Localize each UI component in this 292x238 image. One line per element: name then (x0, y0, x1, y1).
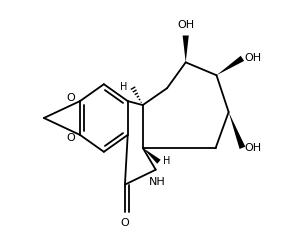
Text: OH: OH (245, 143, 262, 153)
Text: OH: OH (177, 20, 194, 30)
Text: O: O (121, 218, 129, 228)
Text: H: H (163, 156, 170, 166)
Polygon shape (229, 112, 245, 149)
Text: O: O (66, 93, 75, 103)
Polygon shape (182, 35, 189, 62)
Polygon shape (216, 56, 244, 75)
Text: H: H (120, 82, 127, 92)
Text: O: O (66, 134, 75, 144)
Polygon shape (143, 148, 161, 164)
Text: NH: NH (149, 177, 165, 187)
Text: OH: OH (245, 53, 262, 63)
